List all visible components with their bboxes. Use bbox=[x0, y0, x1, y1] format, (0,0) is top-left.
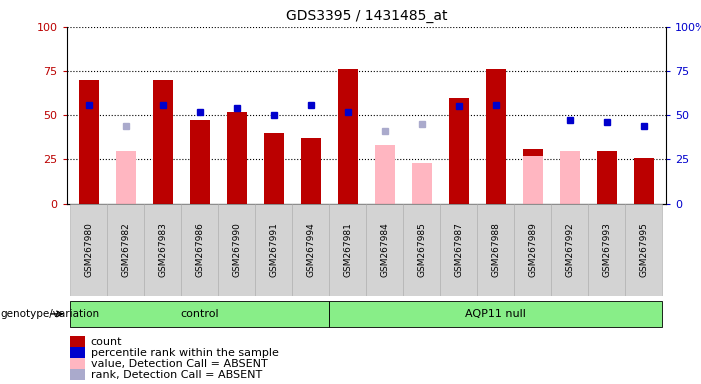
Bar bbox=[264, 133, 284, 204]
Text: GSM267987: GSM267987 bbox=[454, 222, 463, 277]
Bar bbox=[522, 149, 543, 204]
Bar bbox=[338, 69, 358, 204]
Text: value, Detection Call = ABSENT: value, Detection Call = ABSENT bbox=[90, 359, 267, 369]
Bar bbox=[69, 336, 85, 347]
Text: AQP11 null: AQP11 null bbox=[465, 309, 526, 319]
FancyBboxPatch shape bbox=[70, 301, 329, 327]
Text: GSM267989: GSM267989 bbox=[529, 222, 537, 277]
Text: control: control bbox=[180, 309, 219, 319]
FancyBboxPatch shape bbox=[107, 204, 144, 296]
Text: GSM267982: GSM267982 bbox=[121, 222, 130, 277]
Text: GSM267985: GSM267985 bbox=[417, 222, 426, 277]
FancyBboxPatch shape bbox=[588, 204, 625, 296]
FancyBboxPatch shape bbox=[329, 301, 662, 327]
Bar bbox=[69, 358, 85, 369]
Text: GSM267980: GSM267980 bbox=[84, 222, 93, 277]
Bar bbox=[522, 156, 543, 204]
FancyBboxPatch shape bbox=[218, 204, 255, 296]
Bar bbox=[79, 80, 99, 204]
FancyBboxPatch shape bbox=[329, 204, 366, 296]
FancyBboxPatch shape bbox=[292, 204, 329, 296]
Bar bbox=[116, 151, 136, 204]
Text: GSM267984: GSM267984 bbox=[380, 222, 389, 277]
Text: GSM267992: GSM267992 bbox=[565, 222, 574, 277]
Text: GSM267994: GSM267994 bbox=[306, 222, 315, 277]
Text: percentile rank within the sample: percentile rank within the sample bbox=[90, 348, 278, 358]
Text: GSM267983: GSM267983 bbox=[158, 222, 168, 277]
Text: GSM267981: GSM267981 bbox=[343, 222, 353, 277]
Text: GSM267995: GSM267995 bbox=[639, 222, 648, 277]
Text: GSM267991: GSM267991 bbox=[269, 222, 278, 277]
Text: GSM267988: GSM267988 bbox=[491, 222, 501, 277]
Title: GDS3395 / 1431485_at: GDS3395 / 1431485_at bbox=[285, 9, 447, 23]
FancyBboxPatch shape bbox=[515, 204, 551, 296]
Bar bbox=[153, 80, 173, 204]
FancyBboxPatch shape bbox=[625, 204, 662, 296]
Text: genotype/variation: genotype/variation bbox=[1, 309, 100, 319]
FancyBboxPatch shape bbox=[255, 204, 292, 296]
Bar bbox=[411, 163, 432, 204]
FancyBboxPatch shape bbox=[144, 204, 182, 296]
Text: GSM267986: GSM267986 bbox=[196, 222, 204, 277]
Bar bbox=[69, 369, 85, 380]
Text: GSM267993: GSM267993 bbox=[602, 222, 611, 277]
Bar bbox=[189, 121, 210, 204]
FancyBboxPatch shape bbox=[477, 204, 515, 296]
Bar bbox=[449, 98, 469, 204]
FancyBboxPatch shape bbox=[366, 204, 403, 296]
Text: rank, Detection Call = ABSENT: rank, Detection Call = ABSENT bbox=[90, 370, 261, 380]
FancyBboxPatch shape bbox=[182, 204, 218, 296]
Bar bbox=[634, 157, 654, 204]
Bar bbox=[69, 347, 85, 358]
FancyBboxPatch shape bbox=[551, 204, 588, 296]
Text: GSM267990: GSM267990 bbox=[232, 222, 241, 277]
Bar bbox=[374, 145, 395, 204]
Bar bbox=[301, 138, 321, 204]
Bar bbox=[486, 69, 506, 204]
FancyBboxPatch shape bbox=[403, 204, 440, 296]
Bar bbox=[226, 112, 247, 204]
FancyBboxPatch shape bbox=[440, 204, 477, 296]
Text: count: count bbox=[90, 336, 122, 346]
Bar bbox=[597, 151, 617, 204]
FancyBboxPatch shape bbox=[70, 204, 107, 296]
Bar bbox=[559, 151, 580, 204]
